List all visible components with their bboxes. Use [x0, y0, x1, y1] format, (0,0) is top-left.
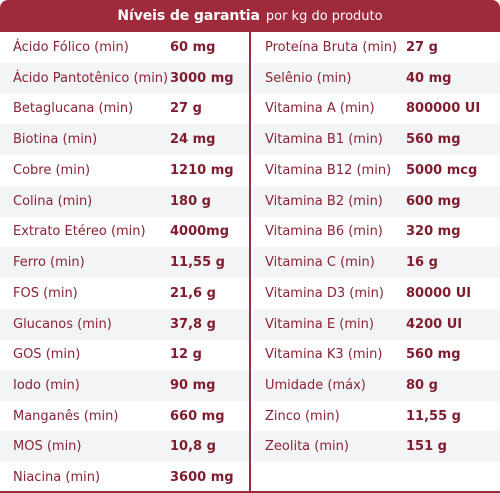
nutrient-name: Cobre (min): [13, 162, 91, 178]
nutrient-name: FOS (min): [13, 285, 78, 301]
nutrient-name: Biotina (min): [13, 132, 98, 148]
nutrient-value: 10,8 g: [170, 439, 216, 455]
nutrient-value: 3000 mg: [170, 70, 234, 86]
right-nutrient-row: Zinco (min) 11,55 g: [253, 401, 500, 432]
left-nutrient-row: Ferro (min) 11,55 g: [0, 247, 249, 279]
nutrient-name: Ácido Pantotênico (min): [13, 70, 169, 86]
nutrient-name: Vitamina E (min): [265, 316, 374, 332]
right-nutrient-row: Zeolita (min) 151 g: [253, 431, 500, 463]
nutrient-value: 660 mg: [170, 408, 225, 424]
nutrient-name: GOS (min): [13, 347, 81, 363]
nutrient-value: 40 mg: [406, 70, 452, 86]
nutrient-value: 560 mg: [406, 347, 461, 363]
header-subtitle: por kg do produto: [265, 8, 383, 24]
left-nutrient-row: Biotina (min) 24 mg: [0, 124, 249, 156]
nutrient-name: Betaglucana (min): [13, 101, 134, 117]
nutrient-name: Vitamina B2 (min): [265, 193, 383, 209]
nutrient-value: 16 g: [406, 255, 438, 271]
left-nutrient-row: Niacina (min) 3600 mg: [0, 462, 249, 493]
left-nutrient-row: Colina (min) 180 g: [0, 185, 249, 217]
nutrient-value: 80000 UI: [406, 285, 472, 301]
header-title: Níveis de garantia: [117, 8, 260, 24]
nutrient-name: Vitamina K3 (min): [265, 347, 383, 363]
nutrient-value: 90 mg: [170, 378, 216, 394]
nutrient-value: 1210 mg: [170, 162, 234, 178]
nutrient-name: MOS (min): [13, 439, 82, 455]
nutrient-value: 560 mg: [406, 132, 461, 148]
right-nutrient-row: Vitamina D3 (min) 80000 UI: [253, 278, 500, 309]
right-nutrient-row: Vitamina C (min) 16 g: [253, 247, 500, 279]
nutrient-name: Vitamina B1 (min): [265, 132, 383, 148]
nutrient-value: 37,8 g: [170, 316, 216, 332]
nutrient-name: Iodo (min): [13, 378, 80, 394]
nutrient-name: Proteína Bruta (min): [265, 40, 398, 55]
nutrient-name: Ferro (min): [13, 255, 85, 271]
left-nutrient-row: Manganês (min) 660 mg: [0, 401, 249, 432]
nutrient-name: Ácido Fólico (min): [13, 40, 129, 55]
left-nutrient-row: Ácido Pantotênico (min) 3000 mg: [0, 62, 249, 94]
left-nutrient-row: GOS (min) 12 g: [0, 339, 249, 370]
right-nutrient-row: Proteína Bruta (min) 27 g: [253, 32, 500, 63]
right-nutrient-row: Vitamina K3 (min) 560 mg: [253, 339, 500, 370]
nutrient-value: 27 g: [406, 40, 438, 55]
right-nutrient-row: Vitamina E (min) 4200 UI: [253, 308, 500, 340]
nutrient-value: 11,55 g: [406, 408, 461, 424]
nutrient-name: Vitamina A (min): [265, 101, 375, 117]
left-nutrient-row: Iodo (min) 90 mg: [0, 370, 249, 402]
nutrient-value: 4200 UI: [406, 316, 463, 332]
nutrient-value: 3600 mg: [170, 470, 234, 486]
nutrient-name: Vitamina B12 (min): [265, 162, 392, 178]
nutrient-name: Vitamina C (min): [265, 255, 375, 271]
left-nutrient-row: Glucanos (min) 37,8 g: [0, 308, 249, 340]
right-nutrient-row: Vitamina B6 (min) 320 mg: [253, 216, 500, 247]
nutrient-name: Vitamina B6 (min): [265, 224, 383, 240]
nutrient-value: 800000 UI: [406, 101, 481, 117]
nutrient-name: Umidade (máx): [265, 378, 366, 394]
nutrient-value: 12 g: [170, 347, 202, 363]
left-nutrient-row: Extrato Etéreo (min) 4000mg: [0, 216, 249, 247]
left-nutrient-row: Betaglucana (min) 27 g: [0, 93, 249, 124]
nutrient-value: 5000 mcg: [406, 162, 478, 178]
nutrient-value: 151 g: [406, 439, 447, 455]
nutrient-name: Manganês (min): [13, 408, 119, 424]
right-nutrient-row: Vitamina A (min) 800000 UI: [253, 93, 500, 124]
nutrient-name: Colina (min): [13, 193, 93, 209]
right-nutrient-row: Vitamina B1 (min) 560 mg: [253, 124, 500, 156]
bottom-border: [0, 491, 500, 493]
nutrient-name: Niacina (min): [13, 470, 101, 486]
nutrient-name: Zeolita (min): [265, 439, 349, 455]
right-nutrient-row: Vitamina B2 (min) 600 mg: [253, 185, 500, 217]
nutrient-value: 11,55 g: [170, 255, 225, 271]
nutrient-value: 60 mg: [170, 40, 216, 55]
nutrient-name: Zinco (min): [265, 408, 340, 424]
nutrient-name: Extrato Etéreo (min): [13, 224, 146, 240]
column-divider: [249, 32, 251, 493]
nutrient-value: 21,6 g: [170, 285, 216, 301]
left-nutrient-row: Ácido Fólico (min) 60 mg: [0, 32, 249, 63]
nutrient-name: Selênio (min): [265, 70, 352, 86]
nutrient-name: Vitamina D3 (min): [265, 285, 384, 301]
nutrient-value: 600 mg: [406, 193, 461, 209]
right-nutrient-row: Vitamina B12 (min) 5000 mcg: [253, 155, 500, 186]
nutrient-value: 80 g: [406, 378, 438, 394]
nutrient-value: 180 g: [170, 193, 211, 209]
right-nutrient-row: Selênio (min) 40 mg: [253, 62, 500, 94]
nutrient-value: 24 mg: [170, 132, 216, 148]
left-nutrient-row: FOS (min) 21,6 g: [0, 278, 249, 309]
left-nutrient-row: Cobre (min) 1210 mg: [0, 155, 249, 186]
right-nutrient-row: Umidade (máx) 80 g: [253, 370, 500, 402]
left-nutrient-row: MOS (min) 10,8 g: [0, 431, 249, 463]
table-header: Níveis de garantia por kg do produto: [0, 0, 500, 32]
nutrient-table: Ácido Fólico (min) 60 mg Ácido Pantotênico…: [0, 32, 500, 493]
nutrient-value: 320 mg: [406, 224, 461, 240]
nutrient-value: 4000mg: [170, 224, 230, 240]
nutrient-value: 27 g: [170, 101, 202, 117]
nutrient-name: Glucanos (min): [13, 316, 112, 332]
